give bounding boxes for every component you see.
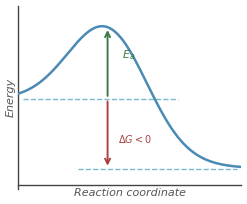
Text: $E_a$: $E_a$	[123, 48, 136, 62]
X-axis label: Reaction coordinate: Reaction coordinate	[74, 188, 186, 198]
Text: $\Delta G < 0$: $\Delta G < 0$	[118, 133, 152, 145]
Y-axis label: Energy: Energy	[5, 77, 16, 117]
